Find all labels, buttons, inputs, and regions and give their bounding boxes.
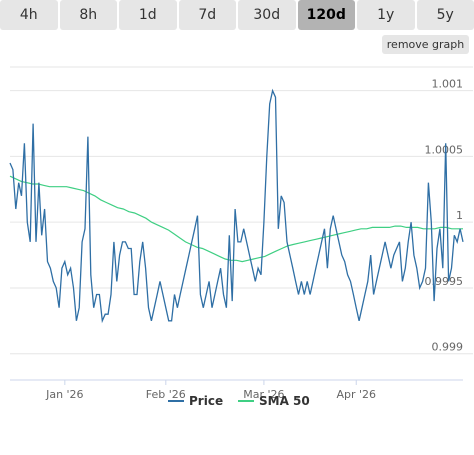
tab-1d[interactable]: 1d [119, 0, 177, 30]
remove-graph-button[interactable]: remove graph [382, 35, 469, 54]
x-tick-label: Jan '26 [45, 388, 83, 401]
legend: Price SMA 50 [168, 394, 310, 408]
y-tick-label: 0.999 [432, 341, 464, 354]
tab-7d[interactable]: 7d [178, 0, 236, 30]
tab-120d[interactable]: 120d [297, 0, 355, 30]
chart-grid [10, 66, 473, 355]
y-tick-label: 1.0005 [425, 143, 464, 156]
legend-item-sma-50[interactable]: SMA 50 [238, 394, 310, 408]
y-axis-labels: 1.001 1.0005 1 0.9995 0.999 [425, 78, 464, 354]
tab-1y[interactable]: 1y [357, 0, 415, 30]
price-line [9, 88, 464, 324]
tab-5y[interactable]: 5y [416, 0, 474, 30]
legend-sma-label: SMA 50 [259, 394, 310, 408]
y-tick-label: 1.001 [432, 78, 464, 91]
x-tick-label: Apr '26 [336, 388, 376, 401]
sma-50-line [9, 175, 463, 263]
tab-8h[interactable]: 8h [59, 0, 117, 30]
legend-price-label: Price [189, 394, 223, 408]
tab-30d[interactable]: 30d [238, 0, 296, 30]
y-tick-label: 0.9995 [425, 275, 464, 288]
x-tick-label: Mar '26 [243, 388, 284, 401]
y-tick-label: 1 [456, 209, 463, 222]
x-tick-label: Feb '26 [146, 388, 186, 401]
x-axis-labels: Jan '26 Feb '26 Mar '26 Apr '26 [45, 380, 376, 401]
timeframe-tabs: 4h 8h 1d 7d 30d 120d 1y 5y [0, 0, 474, 30]
legend-item-price[interactable]: Price [168, 394, 223, 408]
price-chart: 1.001 1.0005 1 0.9995 0.999 Jan '26 Feb '26 Ma… [9, 66, 473, 408]
tab-4h[interactable]: 4h [0, 0, 58, 30]
